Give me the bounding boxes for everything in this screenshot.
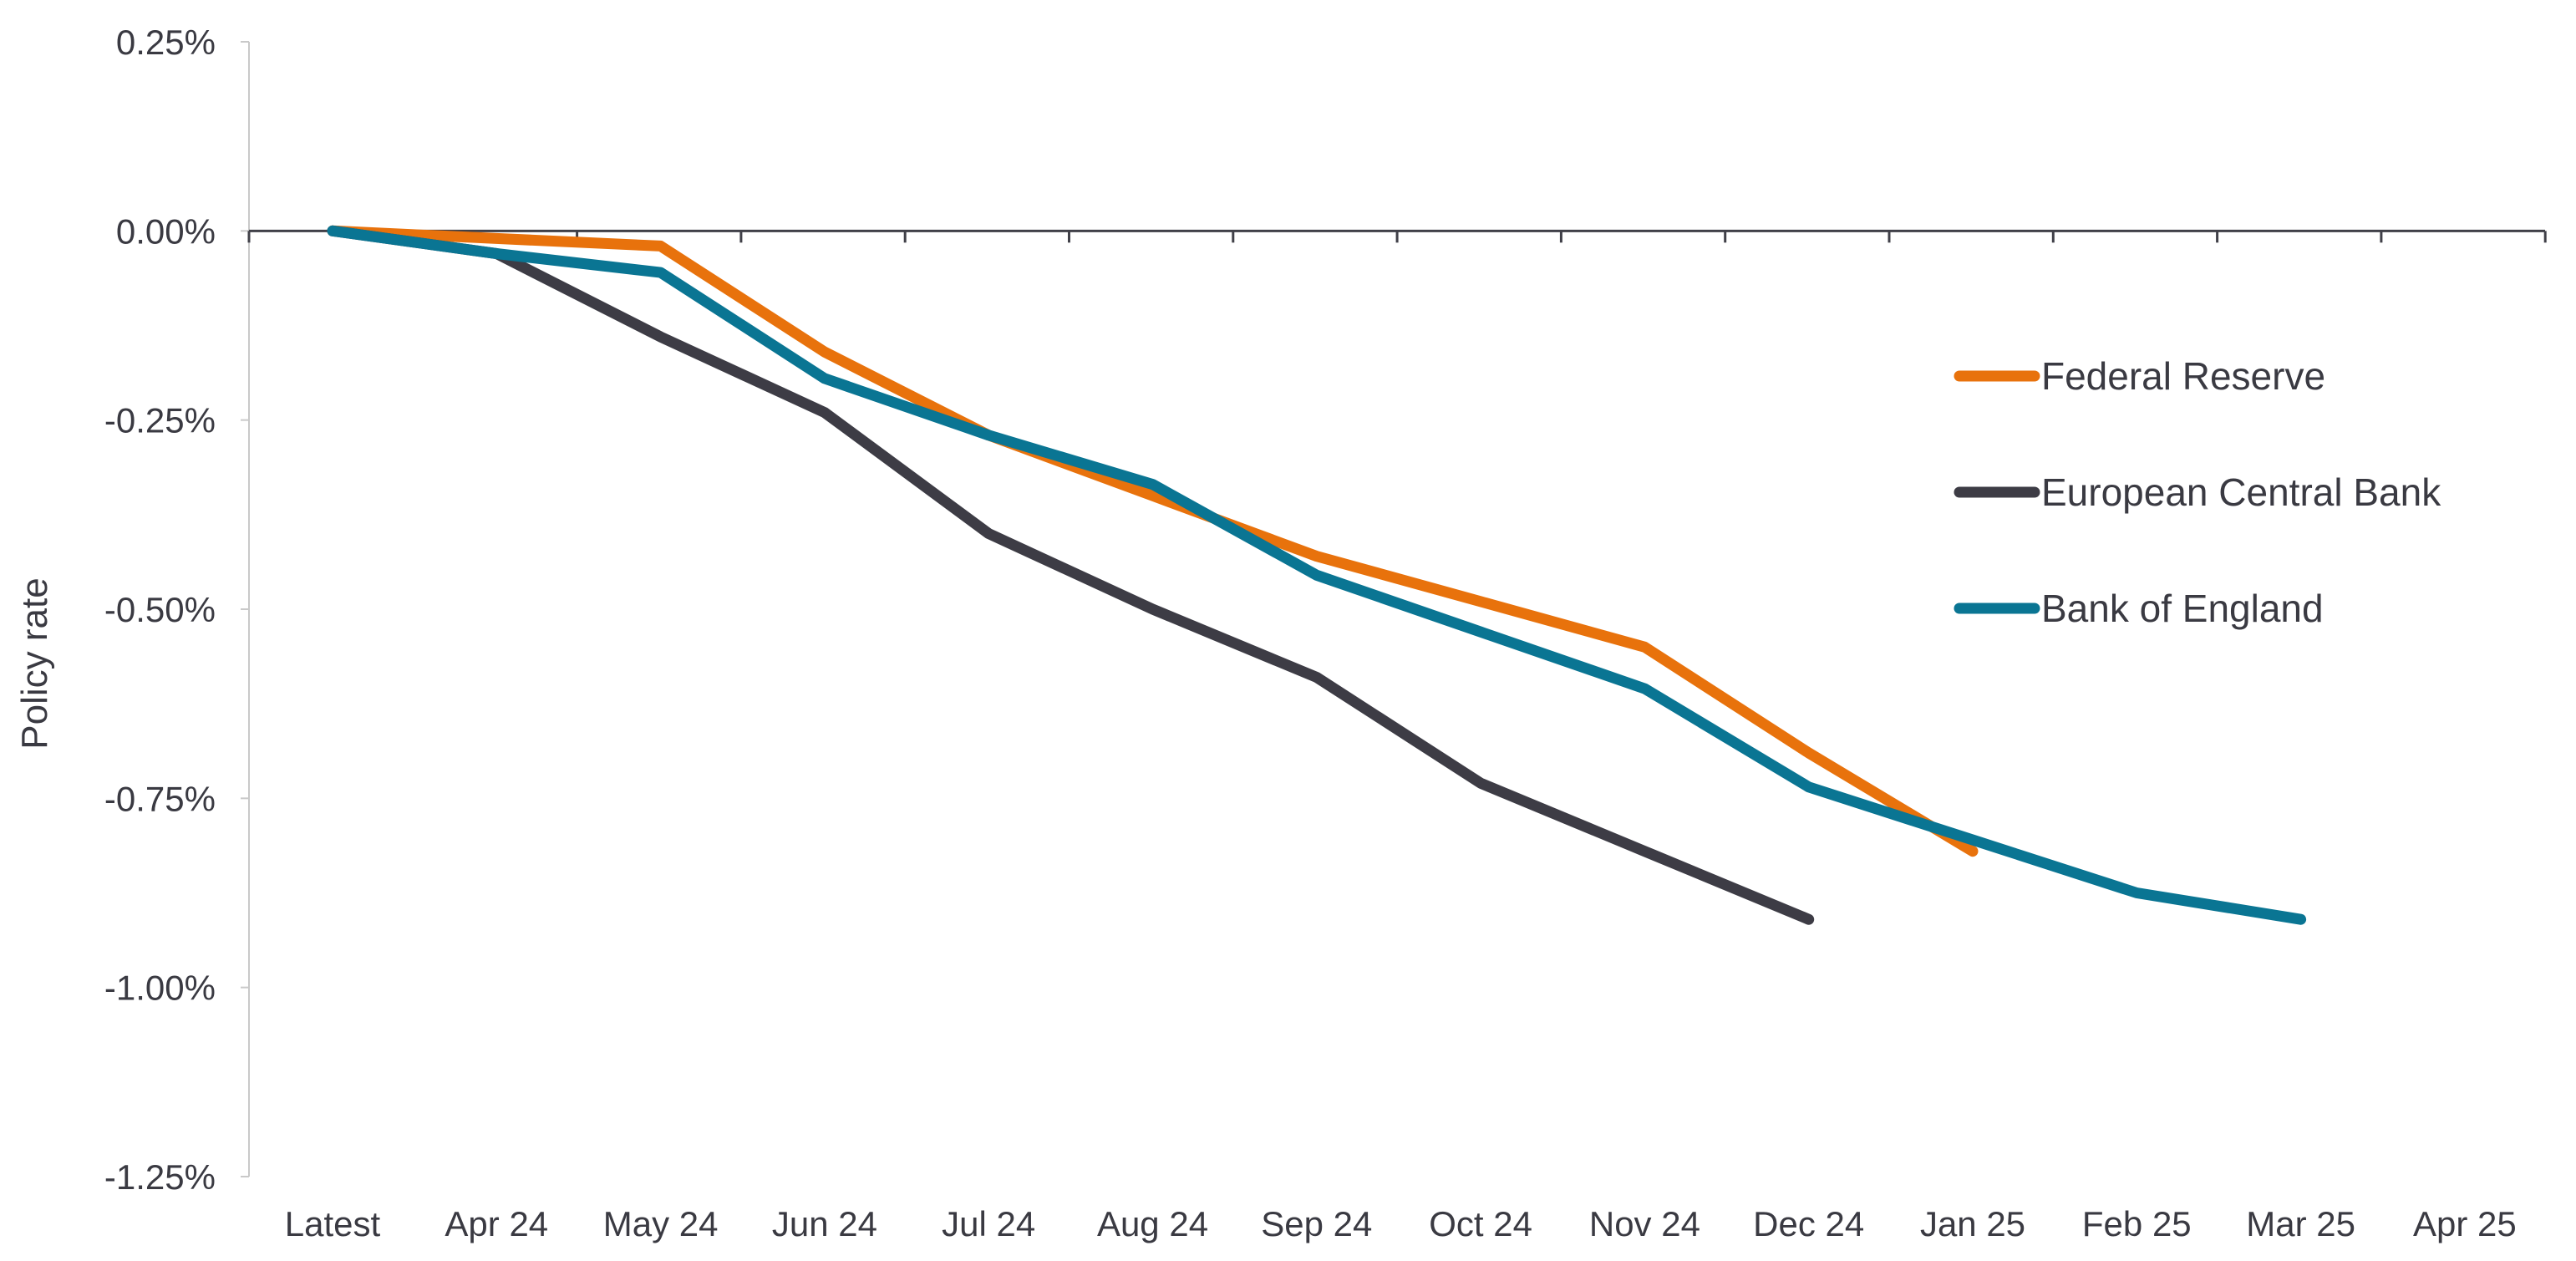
x-tick-label: Jan 25 — [1920, 1204, 2025, 1243]
y-tick-label: 0.00% — [116, 211, 216, 251]
legend-label: Federal Reserve — [2041, 354, 2325, 398]
x-tick-label: Oct 24 — [1429, 1204, 1532, 1243]
x-tick-label: May 24 — [603, 1204, 719, 1243]
series-line-1 — [327, 225, 1979, 857]
y-tick-label: -0.25% — [104, 401, 216, 440]
series-line-2 — [327, 225, 1815, 925]
series-line-3 — [327, 225, 2307, 925]
x-tick-label: Mar 25 — [2246, 1204, 2355, 1243]
legend: Federal Reserve European Central Bank Bank… — [1954, 354, 2441, 630]
series-lines — [327, 225, 2307, 925]
x-tick-label: Aug 24 — [1097, 1204, 1208, 1243]
y-tick-label: -0.75% — [104, 779, 216, 818]
y-axis-title: Policy rate — [14, 577, 55, 749]
legend-label: European Central Bank — [2041, 470, 2441, 514]
x-tick-label: Nov 24 — [1589, 1204, 1700, 1243]
legend-label: Bank of England — [2041, 587, 2324, 630]
x-tick-label: Feb 25 — [2082, 1204, 2192, 1243]
x-tick-label: Dec 24 — [1753, 1204, 1864, 1243]
y-tick-label: -1.25% — [104, 1157, 216, 1197]
x-tick-label: Apr 25 — [2413, 1204, 2517, 1243]
x-tick-label: Jun 24 — [772, 1204, 877, 1243]
y-axis: 0.25% 0.00% -0.25% -0.50% -0.75% -1.00% -1.25% — [104, 23, 250, 1197]
x-tick-label: Sep 24 — [1261, 1204, 1372, 1243]
x-axis: Latest Apr 24 May 24 Jun 24 Jul 24 Aug 24 Sep … — [247, 229, 2547, 1243]
y-tick-label: -0.50% — [104, 590, 216, 629]
y-tick-label: -1.00% — [104, 969, 216, 1008]
y-tick-label: 0.25% — [116, 23, 216, 62]
x-tick-label: Jul 24 — [942, 1204, 1035, 1243]
x-tick-label: Latest — [285, 1204, 381, 1243]
x-tick-label: Apr 24 — [445, 1204, 548, 1243]
